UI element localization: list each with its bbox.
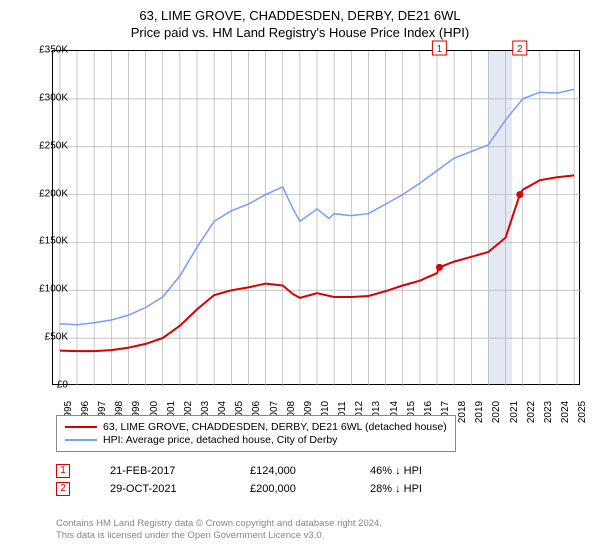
x-tick-label: 2019: [474, 401, 485, 423]
chart-title-address: 63, LIME GROVE, CHADDESDEN, DERBY, DE21 …: [0, 8, 600, 23]
event-row: 1 21-FEB-2017 £124,000 46% ↓ HPI: [56, 464, 470, 478]
legend-item: 63, LIME GROVE, CHADDESDEN, DERBY, DE21 …: [65, 421, 447, 433]
legend-label: 63, LIME GROVE, CHADDESDEN, DERBY, DE21 …: [103, 421, 447, 433]
y-tick-label: £200K: [22, 188, 68, 199]
event-price: £124,000: [250, 465, 330, 477]
footer-line-1: Contains HM Land Registry data © Crown c…: [56, 518, 382, 530]
legend-swatch: [65, 439, 97, 441]
legend-label: HPI: Average price, detached house, City…: [103, 434, 337, 446]
y-tick-label: £250K: [22, 140, 68, 151]
chart-titles: 63, LIME GROVE, CHADDESDEN, DERBY, DE21 …: [0, 0, 600, 40]
x-tick-label: 2022: [526, 401, 537, 423]
event-price: £200,000: [250, 483, 330, 495]
svg-text:2: 2: [517, 44, 523, 55]
event-row: 2 29-OCT-2021 £200,000 28% ↓ HPI: [56, 482, 470, 496]
legend-swatch: [65, 426, 97, 428]
x-tick-label: 2023: [543, 401, 554, 423]
chart-svg: 12: [53, 51, 579, 384]
y-tick-label: £50K: [22, 332, 68, 343]
event-marker-icon: 1: [56, 464, 70, 478]
event-table: 1 21-FEB-2017 £124,000 46% ↓ HPI 2 29-OCT-202…: [56, 460, 470, 500]
event-delta: 28% ↓ HPI: [370, 483, 470, 495]
event-marker-icon: 2: [56, 482, 70, 496]
y-tick-label: £150K: [22, 236, 68, 247]
y-tick-label: £100K: [22, 284, 68, 295]
event-date: 21-FEB-2017: [110, 465, 210, 477]
price-chart-container: 63, LIME GROVE, CHADDESDEN, DERBY, DE21 …: [0, 0, 600, 560]
footer-attribution: Contains HM Land Registry data © Crown c…: [56, 518, 382, 543]
chart-title-sub: Price paid vs. HM Land Registry's House …: [0, 25, 600, 40]
y-tick-label: £0: [22, 380, 68, 391]
event-date: 29-OCT-2021: [110, 483, 210, 495]
chart-plot-area: 12: [52, 50, 580, 385]
x-tick-label: 2024: [560, 401, 571, 423]
x-tick-label: 2020: [491, 401, 502, 423]
footer-line-2: This data is licensed under the Open Gov…: [56, 530, 382, 542]
x-tick-label: 2018: [457, 401, 468, 423]
svg-text:1: 1: [437, 44, 443, 55]
y-tick-label: £300K: [22, 92, 68, 103]
y-tick-label: £350K: [22, 45, 68, 56]
event-delta: 46% ↓ HPI: [370, 465, 470, 477]
chart-legend: 63, LIME GROVE, CHADDESDEN, DERBY, DE21 …: [56, 415, 456, 452]
legend-item: HPI: Average price, detached house, City…: [65, 434, 447, 446]
x-tick-label: 2021: [509, 401, 520, 423]
x-tick-label: 2025: [577, 401, 588, 423]
